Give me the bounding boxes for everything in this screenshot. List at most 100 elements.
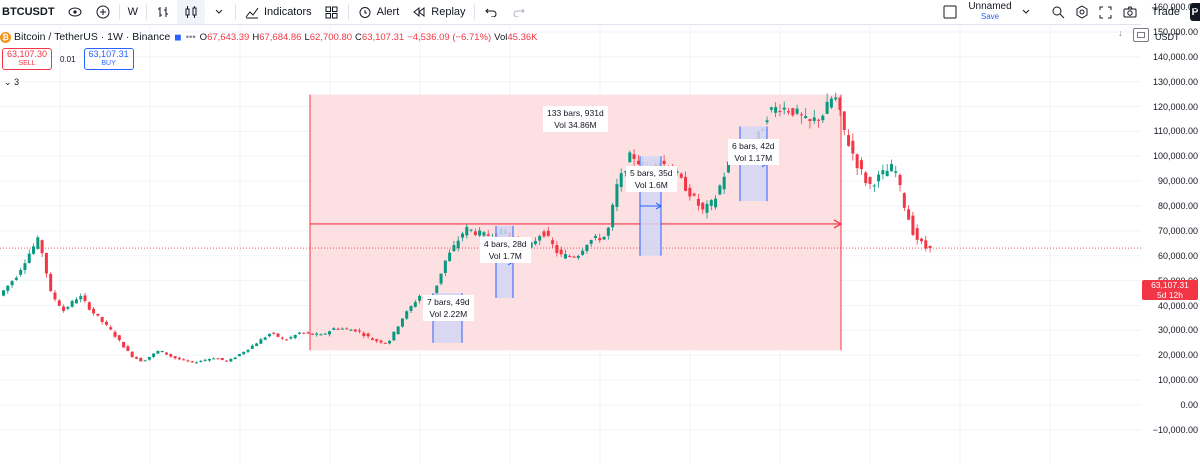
chart-type-dropdown[interactable] xyxy=(205,0,233,24)
candle-body xyxy=(310,333,314,335)
candle-body xyxy=(787,111,791,113)
candle-body xyxy=(812,117,816,121)
candle-body xyxy=(358,330,362,332)
candle-body xyxy=(611,204,615,228)
watchlist-button[interactable] xyxy=(61,0,89,24)
flag-icon[interactable]: ◼ xyxy=(174,31,182,42)
candle-body xyxy=(842,111,846,130)
measure-volume: Vol 1.6M xyxy=(634,180,668,190)
candle-body xyxy=(482,232,486,236)
alert-button[interactable]: Alert xyxy=(351,0,406,24)
indicators-label: Indicators xyxy=(263,6,312,18)
candle-body xyxy=(662,160,666,165)
candle-body xyxy=(66,307,70,309)
candle-body xyxy=(87,302,91,310)
candle-body xyxy=(302,332,306,334)
candle-body xyxy=(859,160,863,170)
candle-body xyxy=(332,328,336,330)
bars-style-button[interactable] xyxy=(149,0,177,24)
chevron-down-icon[interactable] xyxy=(1018,4,1034,20)
layout-name-button[interactable]: Unnamed Save xyxy=(962,2,1017,22)
candle-body xyxy=(589,240,593,244)
divider xyxy=(234,4,236,20)
chart-legend: ₿ Bitcoin / TetherUS · 1W · Binance ◼ ••… xyxy=(0,30,541,44)
candle-body xyxy=(435,285,439,298)
measure-bars: 7 bars, 49d xyxy=(427,297,470,307)
compare-button[interactable] xyxy=(89,0,117,24)
sell-price: 63,107.30 xyxy=(6,49,48,59)
candle-body xyxy=(216,358,220,360)
sell-button[interactable]: 63,107.30 SELL xyxy=(2,48,52,70)
buy-button[interactable]: 63,107.31 BUY xyxy=(83,48,134,70)
chevron-down-icon xyxy=(211,4,227,20)
candle-body xyxy=(349,329,353,331)
trade-button[interactable]: Trade xyxy=(1151,6,1180,18)
candle-body xyxy=(272,332,276,334)
last-price: 63,107.31 xyxy=(1151,280,1189,290)
drawing-shapes xyxy=(0,94,1141,351)
candle-body xyxy=(585,244,589,252)
candle-body xyxy=(555,245,559,253)
camera-icon[interactable] xyxy=(1122,4,1138,20)
interval-button[interactable]: W xyxy=(122,0,144,24)
candle-body xyxy=(23,263,27,270)
candle-body xyxy=(6,285,10,291)
candle-body xyxy=(237,354,241,357)
profile-avatar[interactable]: P xyxy=(1190,3,1200,21)
price-scale[interactable]: 160,000.00 150,000.00 140,000.00 130,000.00… xyxy=(1141,2,1200,464)
candle-body xyxy=(409,306,413,311)
scale-settings-icon[interactable] xyxy=(1133,28,1149,42)
high-label: H xyxy=(252,31,260,43)
candle-body xyxy=(838,97,842,110)
divider xyxy=(347,4,349,20)
volume-label: Vol xyxy=(494,31,508,43)
candle-body xyxy=(36,237,40,249)
arrow-down-icon[interactable]: ↓ xyxy=(1118,28,1123,38)
candle-body xyxy=(177,357,181,360)
indicators-button[interactable]: Indicators xyxy=(238,0,318,24)
measure-bars: 5 bars, 35d xyxy=(630,168,673,178)
price-chart[interactable] xyxy=(0,24,1141,464)
candle-body xyxy=(486,234,490,236)
candle-body xyxy=(619,173,623,188)
currency-label[interactable]: USDT xyxy=(1155,32,1180,42)
measure-label: 5 bars, 35d Vol 1.6M xyxy=(626,166,677,192)
layouts-button[interactable] xyxy=(318,0,346,24)
price-tick-label: 80,000.00 xyxy=(1157,201,1198,212)
symbol-search[interactable]: BTCUSDT xyxy=(0,0,61,24)
candles xyxy=(2,92,932,364)
candle-body xyxy=(392,331,396,341)
candle-body xyxy=(877,174,881,182)
undo-button[interactable] xyxy=(477,0,505,24)
quick-search-icon[interactable] xyxy=(1050,4,1066,20)
candle-body xyxy=(799,114,803,116)
candle-body xyxy=(388,340,392,344)
settings-gear-icon[interactable] xyxy=(1074,4,1090,20)
candle-body xyxy=(529,242,533,248)
fullscreen-icon[interactable] xyxy=(1098,4,1114,20)
close-value: 63,107.31 xyxy=(361,31,405,43)
bar-countdown: 5d 12h xyxy=(1157,290,1183,300)
candle-body xyxy=(362,333,366,336)
candle-body xyxy=(881,170,885,175)
candle-body xyxy=(122,341,126,348)
indicators-collapse-toggle[interactable]: ⌄ 3 xyxy=(4,77,19,88)
candle-body xyxy=(315,333,319,335)
candle-body xyxy=(868,177,872,184)
candles-style-button[interactable] xyxy=(176,0,205,24)
candle-body xyxy=(220,358,224,360)
open-label: O xyxy=(199,31,208,43)
candle-body xyxy=(195,362,199,364)
more-icon[interactable]: ••• xyxy=(185,31,196,43)
price-tick-label: 150,000.00 xyxy=(1152,26,1198,37)
price-tick-label: 70,000.00 xyxy=(1157,225,1198,236)
layout-square-icon[interactable] xyxy=(942,4,958,20)
spread-value: 0.01 xyxy=(60,54,76,64)
candle-body xyxy=(911,215,915,235)
redo-button[interactable] xyxy=(505,0,533,24)
candle-body xyxy=(353,329,357,332)
replay-button[interactable]: Replay xyxy=(405,0,471,24)
candle-body xyxy=(285,339,289,341)
candle-body xyxy=(452,245,456,252)
candle-body xyxy=(160,350,164,353)
